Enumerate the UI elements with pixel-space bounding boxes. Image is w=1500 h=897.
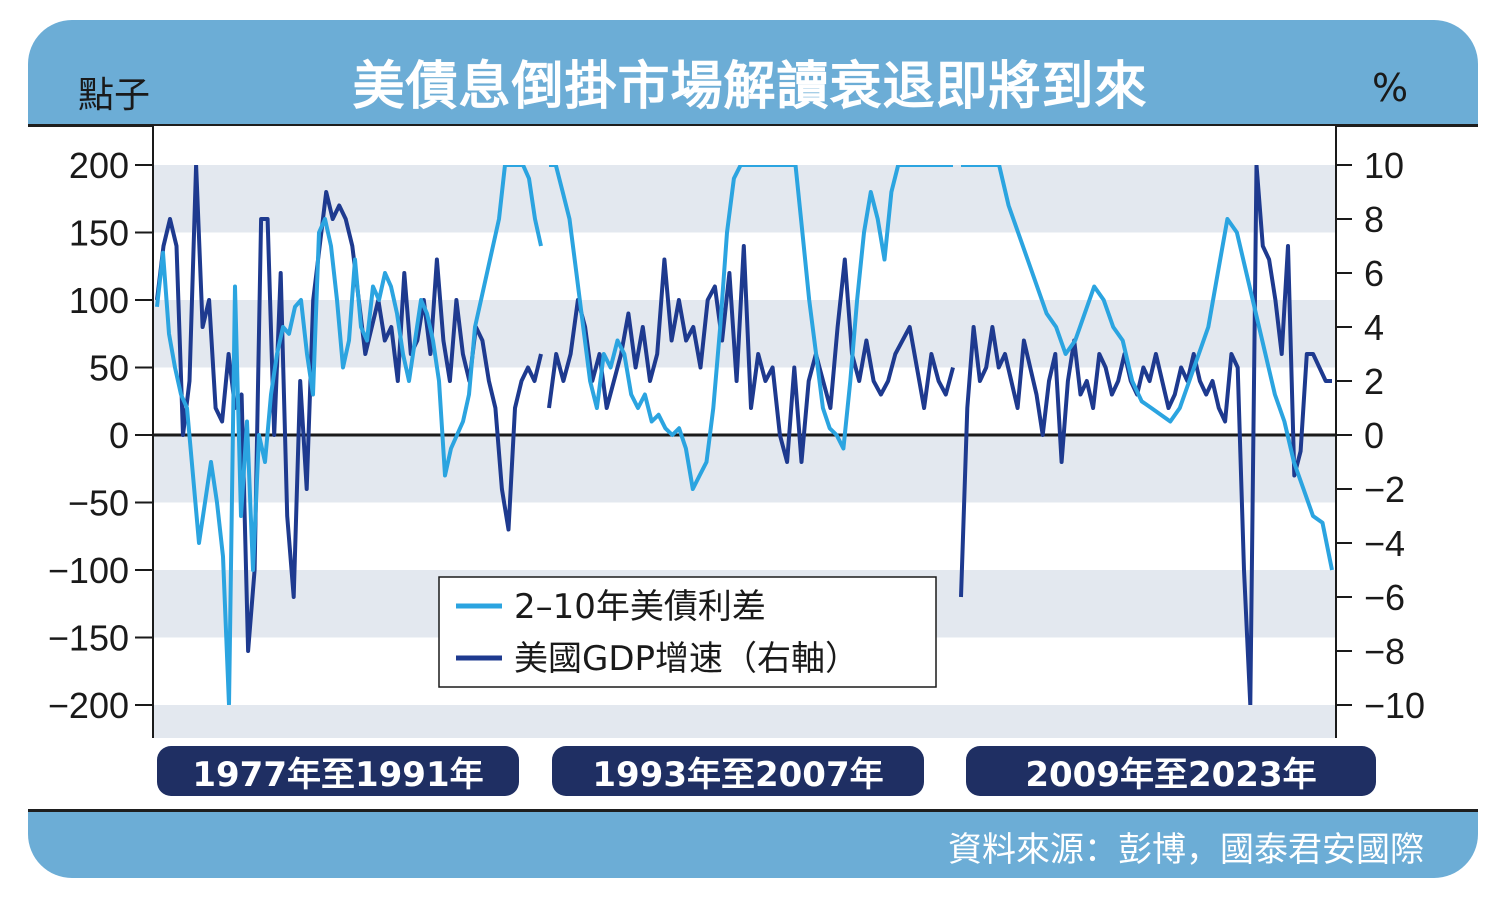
right-tick-label: 6 — [1364, 253, 1384, 294]
left-tick-label: −150 — [48, 618, 129, 659]
right-tick-label: −8 — [1364, 631, 1405, 672]
left-tick-label: −100 — [48, 550, 129, 591]
chart-title: 美債息倒掛市場解讀衰退即將到來 — [352, 57, 1148, 117]
gdp-line-2 — [547, 244, 955, 464]
spread-line-3 — [961, 165, 1334, 571]
left-tick-label: 100 — [69, 280, 129, 321]
left-tick-label: −50 — [68, 483, 129, 524]
left-tick-label: 150 — [69, 213, 129, 254]
legend-label: 2–10年美債利差 — [514, 587, 766, 627]
period-label-1: 1977年至1991年 — [157, 746, 519, 796]
series-layer — [155, 165, 1334, 705]
stripe-band — [153, 705, 1336, 738]
left-axis-unit: 點子 — [78, 75, 151, 116]
right-tick-label: −6 — [1364, 577, 1405, 618]
right-tick-label: 4 — [1364, 307, 1384, 348]
source-note: 資料來源：彭博，國泰君安國際 — [948, 830, 1424, 870]
left-tick-label: −200 — [48, 685, 129, 726]
left-tick-label: 200 — [69, 145, 129, 186]
left-axis: 200 150 100 50 0 −50 −100 −150 −200 — [48, 126, 154, 738]
spread-line-2 — [549, 165, 953, 491]
gdp-line-1 — [155, 165, 543, 653]
stripe-band — [153, 435, 1336, 503]
right-tick-label: 0 — [1364, 415, 1384, 456]
spread-line-1 — [155, 165, 543, 705]
right-tick-label: −10 — [1364, 685, 1425, 726]
right-axis-unit: % — [1372, 66, 1409, 110]
right-tick-label: 8 — [1364, 199, 1384, 240]
period-label-2: 1993年至2007年 — [552, 746, 924, 796]
right-tick-label: −4 — [1364, 523, 1405, 564]
left-tick-label: 50 — [89, 348, 129, 389]
right-tick-label: −2 — [1364, 469, 1405, 510]
right-axis: 10 8 6 4 2 0 −2 −4 −6 −8 −10 — [1335, 126, 1425, 738]
period-label-3: 2009年至2023年 — [966, 746, 1376, 796]
right-tick-label: 10 — [1364, 145, 1404, 186]
legend-box — [438, 576, 937, 688]
right-tick-label: 2 — [1364, 361, 1384, 402]
legend-label: 美國GDP增速（右軸） — [514, 639, 859, 679]
left-tick-label: 0 — [109, 415, 129, 456]
gdp-line-3 — [959, 165, 1332, 705]
stripe-band — [153, 165, 1336, 233]
